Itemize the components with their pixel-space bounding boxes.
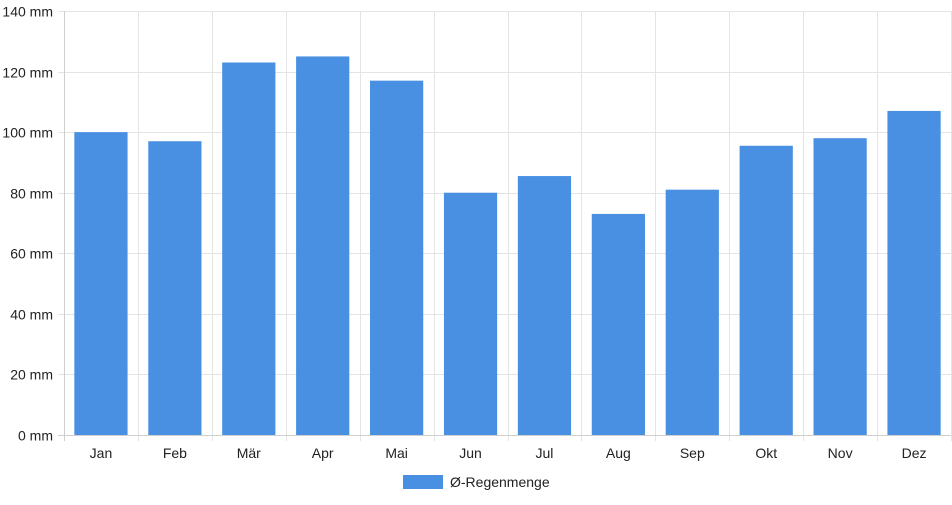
bar	[887, 110, 941, 435]
bar-layer	[74, 56, 941, 436]
x-tick-label: Jun	[459, 445, 482, 461]
axis-layer: 0 mm 20 mm 40 mm 60 mm 80 mm 100 mm 120 mm 140 …	[2, 4, 951, 461]
x-tick-label: Jan	[90, 445, 113, 461]
x-tick-label: Okt	[755, 445, 777, 461]
x-tick-label: Apr	[312, 445, 334, 461]
bar	[591, 213, 645, 435]
bar	[443, 192, 498, 435]
x-tick-label: Mär	[237, 445, 261, 461]
x-tick-label: Sep	[680, 445, 705, 461]
legend[interactable]: Ø-Regenmenge	[403, 474, 550, 490]
bar	[813, 138, 867, 435]
bar	[739, 145, 793, 435]
x-tick-label: Jul	[536, 445, 554, 461]
x-tick-label: Nov	[828, 445, 853, 461]
y-tick-label: 100 mm	[2, 125, 53, 141]
y-tick-label: 60 mm	[10, 246, 53, 262]
y-tick-label: 20 mm	[10, 367, 53, 383]
legend-label[interactable]: Ø-Regenmenge	[450, 474, 550, 490]
x-tick-label: Dez	[902, 445, 927, 461]
y-tick-label: 140 mm	[2, 4, 53, 20]
grid-layer	[58, 11, 952, 441]
bar	[222, 62, 276, 435]
x-tick-label: Feb	[163, 445, 187, 461]
legend-swatch[interactable]	[403, 475, 443, 489]
x-tick-label: Aug	[606, 445, 631, 461]
bar	[517, 176, 572, 436]
bar	[370, 80, 424, 436]
y-tick-label: 120 mm	[2, 65, 53, 81]
bar	[74, 132, 128, 435]
bar	[665, 189, 719, 435]
y-tick-label: 0 mm	[18, 428, 53, 444]
x-tick-label: Mai	[385, 445, 408, 461]
y-tick-label: 40 mm	[10, 307, 53, 323]
bar	[148, 141, 202, 435]
bar	[296, 56, 350, 436]
y-tick-label: 80 mm	[10, 186, 53, 202]
